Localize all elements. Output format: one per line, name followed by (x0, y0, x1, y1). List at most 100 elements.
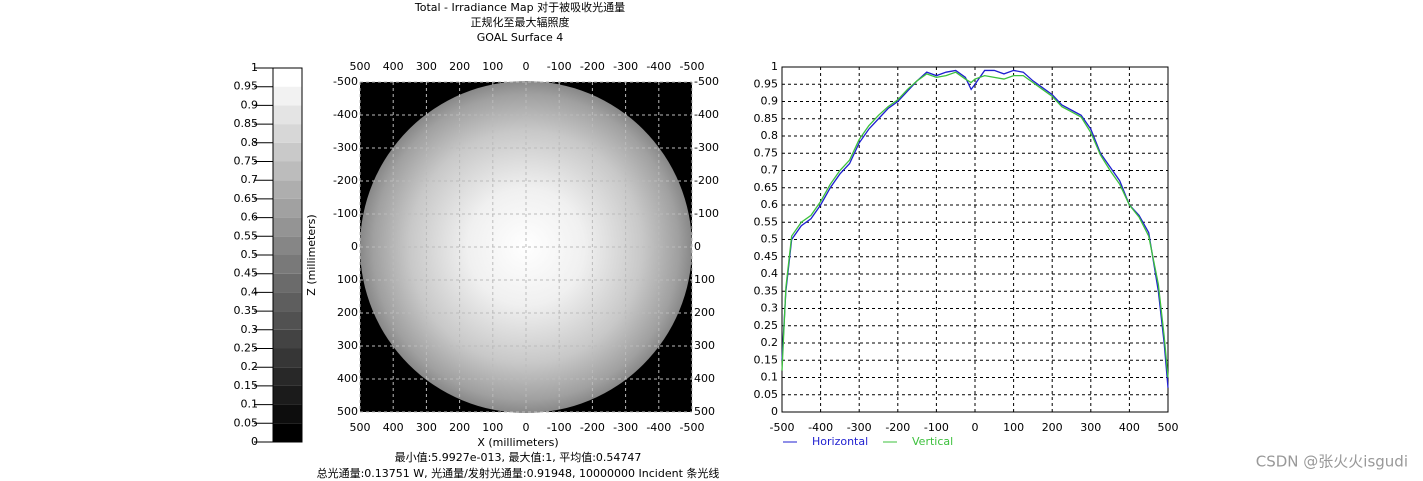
colorbar-band (273, 198, 302, 218)
x-tick-label: -300 (613, 421, 638, 434)
colorbar-band (273, 255, 302, 274)
x-tick-label: 0 (523, 60, 530, 73)
colorbar-band (273, 311, 302, 330)
series-line (781, 71, 1169, 378)
y-tick-label: -500 (333, 75, 358, 88)
colorbar-band (273, 68, 302, 87)
y-tick-label: 0 (351, 240, 358, 253)
colorbar-tick-label: 0.7 (241, 173, 259, 186)
colorbar-tick-label: 0.85 (234, 117, 259, 130)
x-tick-label: 400 (383, 60, 404, 73)
x-tick-label: -500 (680, 60, 705, 73)
colorbar-tick-label: 0.2 (241, 360, 259, 373)
x-tick-label: 100 (1003, 421, 1024, 434)
colorbar-tick-label: 0.4 (241, 285, 259, 298)
colorbar-band (273, 105, 302, 125)
series-line (781, 69, 1169, 388)
y-tick-label: 500 (337, 405, 358, 418)
y-axis-label: Z (millimeters) (305, 214, 318, 295)
colorbar-tick-label: 0.95 (234, 80, 259, 93)
y-tick-label: 100 (694, 273, 715, 286)
colorbar-band (273, 423, 302, 442)
y-tick-label: -400 (694, 108, 719, 121)
colorbar-tick-label: 0.25 (234, 342, 259, 355)
title: 正规化至最大辐照度 (471, 15, 570, 29)
y-tick-label: -200 (333, 174, 358, 187)
y-tick-label: 300 (694, 339, 715, 352)
colorbar-tick-label: 0.8 (241, 136, 259, 149)
y-tick-label: 400 (337, 372, 358, 385)
y-tick-label: 0.55 (754, 215, 779, 228)
x-tick-label: -100 (547, 60, 572, 73)
y-tick-label: 0.95 (754, 77, 779, 90)
colorbar-band (273, 292, 302, 312)
colorbar-tick-label: 0.75 (234, 155, 259, 168)
x-tick-label: 200 (449, 421, 470, 434)
x-tick-label: -300 (613, 60, 638, 73)
x-tick-label: 200 (449, 60, 470, 73)
y-tick-label: -100 (333, 207, 358, 220)
y-tick-label: 0.45 (754, 250, 779, 263)
y-tick-label: 0.65 (754, 181, 779, 194)
colorbar-band (273, 385, 302, 405)
colorbar-band (273, 236, 302, 255)
colorbar-tick-label: 0.45 (234, 267, 259, 280)
x-tick-label: -200 (580, 60, 605, 73)
y-tick-label: 200 (694, 306, 715, 319)
x-tick-label: -400 (646, 421, 671, 434)
y-tick-label: 0.3 (761, 302, 779, 315)
y-tick-label: 0.7 (761, 164, 779, 177)
x-tick-label: -500 (770, 421, 795, 434)
colorbar-tick-label: 0.5 (241, 248, 259, 261)
watermark: CSDN @张火火isgudi (1256, 453, 1408, 471)
irradiance-spot (360, 81, 692, 413)
y-tick-label: 0.2 (761, 336, 779, 349)
y-tick-label: 500 (694, 405, 715, 418)
colorbar-tick-label: 0.55 (234, 229, 259, 242)
note: 总光通量:0.13751 W, 光通量/发射光通量:0.91948, 10000… (317, 466, 720, 480)
x-tick-label: 400 (1119, 421, 1140, 434)
y-tick-label: -100 (694, 207, 719, 220)
colorbar-band (273, 161, 302, 181)
x-tick-label: 0 (523, 421, 530, 434)
y-tick-label: -300 (694, 141, 719, 154)
colorbar-tick-label: 0.3 (241, 323, 259, 336)
colorbar-band (273, 180, 302, 199)
colorbar-tick-label: 1 (251, 61, 258, 74)
y-tick-label: 100 (337, 273, 358, 286)
y-tick-label: -300 (333, 141, 358, 154)
x-tick-label: -400 (808, 421, 833, 434)
y-tick-label: 0.5 (761, 233, 779, 246)
y-tick-label: 0.6 (761, 198, 779, 211)
colorbar-tick-label: 0.05 (234, 416, 259, 429)
title: Total - Irradiance Map 对于被吸收光通量 (414, 0, 625, 14)
y-tick-label: 0.05 (754, 388, 779, 401)
x-axis-label: X (millimeters) (477, 436, 558, 449)
x-tick-label: 500 (350, 60, 371, 73)
x-tick-label: -200 (580, 421, 605, 434)
x-tick-label: 300 (1080, 421, 1101, 434)
y-tick-label: 0.35 (754, 284, 779, 297)
x-tick-label: -400 (646, 60, 671, 73)
x-tick-label: 200 (1042, 421, 1063, 434)
colorbar-band (273, 86, 302, 106)
y-tick-label: 0.25 (754, 319, 779, 332)
y-tick-label: 0.85 (754, 112, 779, 125)
colorbar-band (273, 142, 302, 162)
x-tick-label: 500 (350, 421, 371, 434)
x-tick-label: 0 (972, 421, 979, 434)
legend-label: Horizontal (812, 435, 868, 448)
x-tick-label: -100 (924, 421, 949, 434)
x-tick-label: -500 (680, 421, 705, 434)
y-tick-label: -500 (694, 75, 719, 88)
colorbar-tick-label: 0.65 (234, 192, 259, 205)
y-tick-label: 0 (771, 405, 778, 418)
colorbar-tick-label: 0 (251, 435, 258, 448)
x-tick-label: -100 (547, 421, 572, 434)
colorbar-band (273, 404, 302, 424)
y-tick-label: 0.75 (754, 146, 779, 159)
y-tick-label: 0 (694, 240, 701, 253)
title: GOAL Surface 4 (477, 31, 564, 44)
y-tick-label: 400 (694, 372, 715, 385)
